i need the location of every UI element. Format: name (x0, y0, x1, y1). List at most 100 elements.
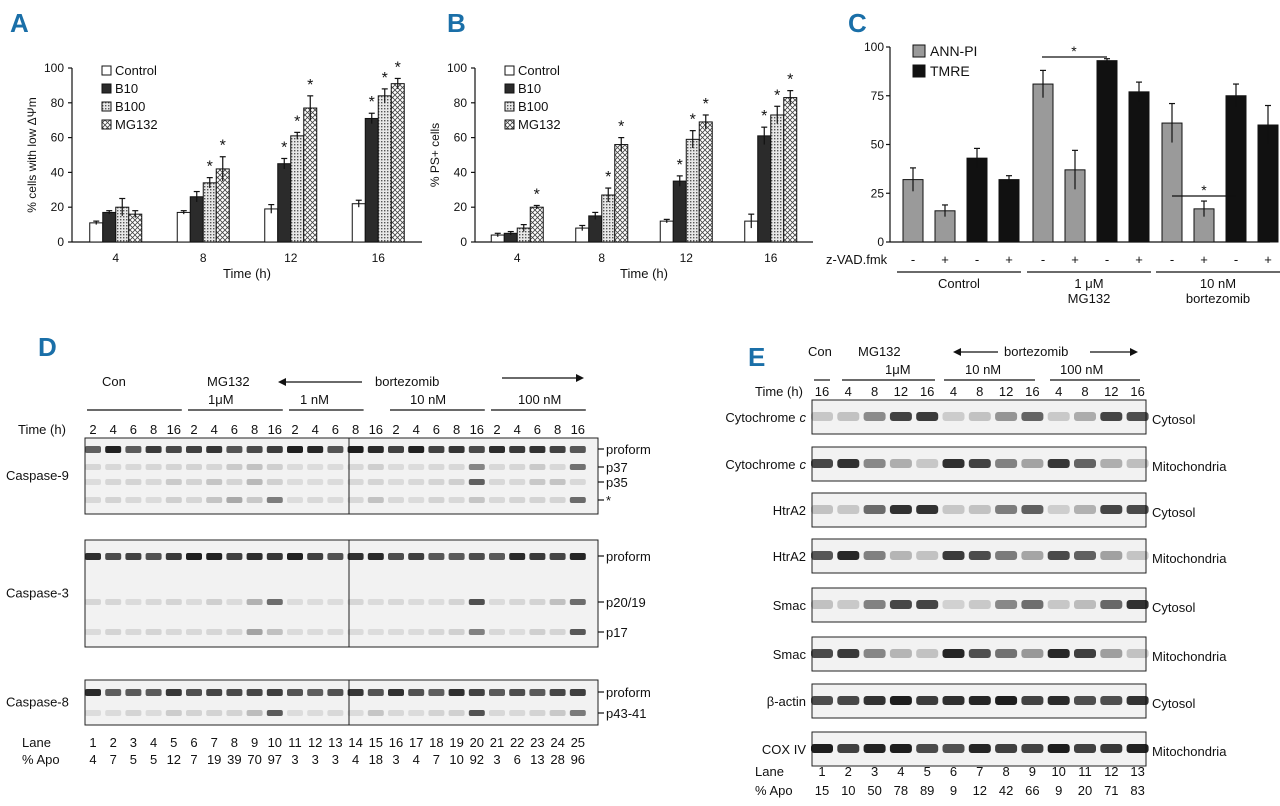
band (145, 599, 162, 605)
band (1126, 551, 1149, 560)
band (489, 553, 505, 560)
lane-number: 10 (1051, 764, 1065, 779)
lane-number: 1 (89, 735, 96, 750)
band (549, 710, 566, 716)
band (1100, 649, 1123, 658)
band (388, 497, 404, 503)
bar (529, 206, 544, 243)
band-label: p20/19 (606, 595, 646, 610)
band (489, 446, 505, 453)
band (145, 479, 162, 485)
apo-value: 3 (493, 752, 500, 767)
bar (601, 194, 616, 243)
group-label: 1 μM (1074, 276, 1103, 291)
band (811, 696, 833, 705)
legend-swatch (912, 44, 926, 58)
band (145, 629, 162, 635)
zvad-sign: + (1200, 252, 1208, 267)
band (837, 696, 860, 705)
band (1047, 744, 1070, 753)
band (428, 446, 445, 453)
band (863, 649, 886, 658)
panel-d-blots: Con MG132 1μM bortezomib 1 nM 10 nM 100 nM Time… (6, 374, 651, 767)
apo-value: 19 (207, 752, 221, 767)
y-tick-label: 50 (871, 138, 885, 152)
band (995, 551, 1018, 560)
bar (128, 213, 143, 243)
bar (303, 107, 318, 243)
bar (202, 182, 217, 243)
time-value: 12 (1104, 384, 1118, 399)
legend-label: B100 (115, 99, 145, 114)
band (863, 696, 886, 705)
band (246, 629, 263, 635)
band (186, 689, 202, 696)
band (837, 459, 860, 468)
band (226, 689, 243, 696)
time-value: 4 (110, 422, 117, 437)
blot-name: Smac (773, 647, 807, 662)
band (569, 629, 586, 635)
band (287, 497, 303, 503)
significance-star: * (618, 119, 624, 136)
apo-value: 4 (89, 752, 96, 767)
x-axis-label: Time (h) (223, 266, 271, 281)
lane-number: 25 (571, 735, 585, 750)
blot-name-text: β-actin (767, 694, 806, 709)
legend-swatch (504, 83, 515, 94)
band (125, 599, 142, 605)
time-value: 4 (514, 422, 521, 437)
lane-label: Lane (22, 735, 51, 750)
band (266, 710, 283, 716)
bar (351, 203, 366, 243)
lane-number: 7 (976, 764, 983, 779)
time-value: 8 (453, 422, 460, 437)
band (1074, 459, 1096, 468)
blot-name: Caspase-9 (6, 468, 69, 483)
band (206, 479, 223, 485)
band (448, 689, 465, 696)
dose-1nm: 1 nM (300, 392, 329, 407)
band (388, 464, 404, 470)
group-sublabel: bortezomib (1186, 291, 1250, 306)
bar (290, 135, 305, 243)
band (889, 459, 912, 468)
band (509, 689, 526, 696)
band (529, 710, 546, 716)
band (995, 600, 1018, 609)
zvad-sign: - (1234, 252, 1238, 267)
band (529, 689, 546, 696)
apo-value: 96 (571, 752, 585, 767)
apo-value: 78 (894, 783, 908, 798)
band (509, 629, 526, 635)
band (125, 464, 142, 470)
band (549, 446, 566, 453)
y-tick-label: 25 (871, 186, 885, 200)
band (529, 446, 546, 453)
lane-number: 3 (130, 735, 137, 750)
band (995, 505, 1018, 514)
band (287, 689, 303, 696)
apo-value: 83 (1130, 783, 1144, 798)
band (105, 464, 122, 470)
time-value: 6 (231, 422, 238, 437)
band (1074, 551, 1096, 560)
band (1021, 744, 1044, 753)
band (165, 599, 182, 605)
band (85, 464, 101, 470)
x-tick-label: 8 (200, 251, 207, 265)
bar (1096, 60, 1118, 243)
band (509, 497, 526, 503)
band (837, 551, 860, 560)
blot-name: HtrA2 (773, 503, 806, 518)
lane-number: 11 (288, 735, 302, 750)
band (307, 629, 324, 635)
band (246, 479, 263, 485)
time-value: 2 (190, 422, 197, 437)
blot-name-text: Smac (773, 647, 807, 662)
band (942, 744, 965, 753)
band (206, 497, 223, 503)
band (529, 553, 546, 560)
legend-label: B100 (518, 99, 548, 114)
fraction-label: Mitochondria (1152, 459, 1227, 474)
